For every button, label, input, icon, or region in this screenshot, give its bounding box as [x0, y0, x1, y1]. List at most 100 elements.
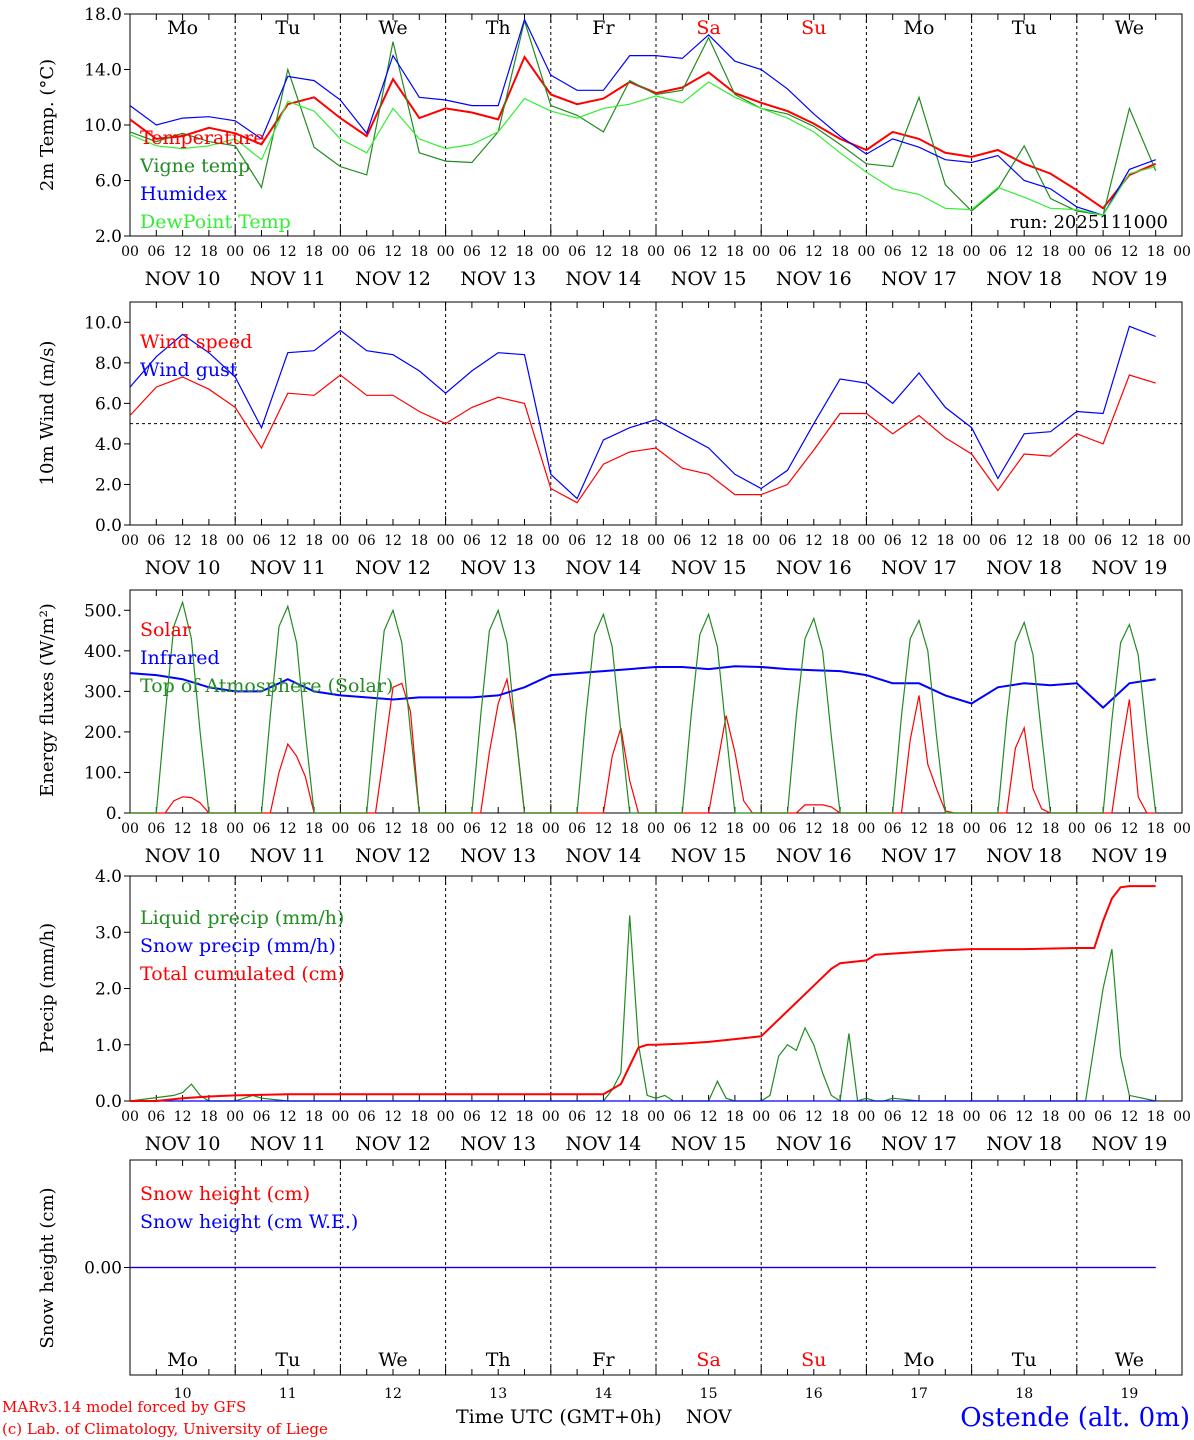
hour-tick-label: 00	[1068, 533, 1086, 549]
day-number: 12	[384, 1386, 402, 1402]
hour-tick-label: 06	[463, 821, 481, 837]
hour-tick-label: 18	[726, 244, 744, 260]
hour-tick-label: 12	[910, 821, 928, 837]
y-axis-label: Precip (mm/h)	[37, 923, 58, 1053]
legend-entry: Solar	[140, 619, 192, 641]
hour-tick-label: 18	[936, 1109, 954, 1125]
hour-tick-label: 06	[673, 821, 691, 837]
y-tick-label: 4.0	[95, 867, 122, 887]
date-label: NOV 19	[1091, 845, 1167, 867]
hour-tick-label: 00	[226, 821, 244, 837]
hour-tick-label: 12	[700, 821, 718, 837]
hour-tick-label: 18	[305, 1109, 323, 1125]
hour-tick-label: 00	[331, 1109, 349, 1125]
hour-tick-label: 00	[1068, 821, 1086, 837]
day-name: We	[1115, 1349, 1144, 1371]
hour-tick-label: 18	[1147, 244, 1165, 260]
footer: MARv3.14 model forced by GFS (c) Lab. of…	[2, 1398, 1190, 1438]
hour-tick-label: 00	[1173, 821, 1191, 837]
hour-tick-label: 00	[226, 533, 244, 549]
day-name: Tu	[1012, 1349, 1037, 1371]
hour-tick-label: 18	[726, 533, 744, 549]
day-number: 16	[805, 1386, 823, 1402]
hour-tick-label: 06	[358, 1109, 376, 1125]
y-tick-label: 2.0	[95, 475, 122, 495]
hour-tick-label: 06	[989, 244, 1007, 260]
hour-tick-label: 06	[779, 1109, 797, 1125]
date-label: NOV 15	[671, 557, 747, 579]
hour-tick-label: 18	[516, 1109, 534, 1125]
hour-tick-label: 00	[963, 1109, 981, 1125]
panel-precip: 0.0 1.0 2.0 3.0 4.0 Precip (mm/h) Liquid preci…	[37, 867, 1191, 1155]
hour-tick-label: 06	[568, 533, 586, 549]
day-name: Mo	[167, 1349, 198, 1371]
hour-tick-label: 00	[121, 821, 139, 837]
hour-tick-label: 06	[253, 821, 271, 837]
hour-tick-label: 12	[700, 1109, 718, 1125]
day-number: 15	[700, 1386, 718, 1402]
hour-tick-label: 00	[437, 533, 455, 549]
hour-tick-label: 00	[752, 533, 770, 549]
hour-tick-label: 18	[410, 533, 428, 549]
hour-tick-label: 06	[884, 244, 902, 260]
hour-tick-label: 06	[884, 821, 902, 837]
hour-tick-label: 12	[174, 1109, 192, 1125]
hour-tick-label: 12	[700, 244, 718, 260]
legend-entry: Humidex	[140, 183, 227, 205]
hour-tick-label: 18	[726, 1109, 744, 1125]
y-tick-label: 0.	[106, 804, 122, 824]
series-line-temperature	[129, 54, 1157, 210]
hour-tick-label: 06	[147, 533, 165, 549]
legend-entry: Total cumulated (cm)	[140, 963, 345, 985]
y-tick-label: 0.00	[84, 1259, 122, 1279]
date-label: NOV 16	[776, 845, 852, 867]
day-number: 11	[279, 1386, 297, 1402]
hour-tick-label: 00	[437, 1109, 455, 1125]
hour-tick-label: 06	[1094, 244, 1112, 260]
hour-tick-label: 06	[147, 244, 165, 260]
credit-line-1: MARv3.14 model forced by GFS	[2, 1398, 246, 1416]
day-name: Su	[801, 17, 826, 39]
date-label: NOV 12	[355, 1133, 431, 1155]
y-tick-label: 500.	[84, 601, 122, 621]
hour-tick-label: 12	[1120, 533, 1138, 549]
hour-tick-label: 18	[200, 1109, 218, 1125]
hour-tick-label: 18	[621, 1109, 639, 1125]
hour-tick-label: 18	[831, 244, 849, 260]
day-number: 17	[910, 1386, 928, 1402]
y-tick-label: 1.0	[95, 1036, 122, 1056]
day-name: Sa	[696, 1349, 720, 1371]
legend-entry: Wind gust	[140, 359, 238, 381]
hour-tick-label: 18	[831, 533, 849, 549]
date-label: NOV 12	[355, 268, 431, 290]
hour-tick-label: 00	[1173, 1109, 1191, 1125]
y-tick-label: 0.0	[95, 1092, 122, 1112]
run-label: run: 2025111000	[1010, 212, 1168, 233]
hour-tick-label: 06	[358, 821, 376, 837]
y-tick-label: 0.0	[95, 516, 122, 536]
hour-tick-label: 06	[568, 1109, 586, 1125]
date-label: NOV 18	[986, 268, 1062, 290]
legend-entry: Wind speed	[140, 331, 252, 353]
hour-tick-label: 18	[200, 821, 218, 837]
hour-tick-label: 00	[963, 821, 981, 837]
hour-tick-label: 12	[805, 533, 823, 549]
y-axis-label: 10m Wind (m/s)	[37, 341, 58, 486]
hour-tick-label: 06	[673, 244, 691, 260]
y-tick-label: 4.0	[95, 435, 122, 455]
day-name: Sa	[696, 17, 720, 39]
time-axis-label: Time UTC (GMT+0h)	[456, 1406, 662, 1428]
hour-tick-label: 12	[174, 244, 192, 260]
date-label: NOV 13	[460, 557, 536, 579]
date-label: NOV 13	[460, 1133, 536, 1155]
day-name: We	[378, 1349, 407, 1371]
hour-tick-label: 12	[805, 821, 823, 837]
hour-tick-label: 06	[779, 533, 797, 549]
hour-tick-label: 06	[989, 1109, 1007, 1125]
hour-tick-label: 12	[910, 1109, 928, 1125]
hour-tick-label: 12	[594, 244, 612, 260]
day-name: Su	[801, 1349, 826, 1371]
hour-tick-label: 00	[542, 821, 560, 837]
day-name: We	[378, 17, 407, 39]
hour-tick-label: 06	[568, 244, 586, 260]
